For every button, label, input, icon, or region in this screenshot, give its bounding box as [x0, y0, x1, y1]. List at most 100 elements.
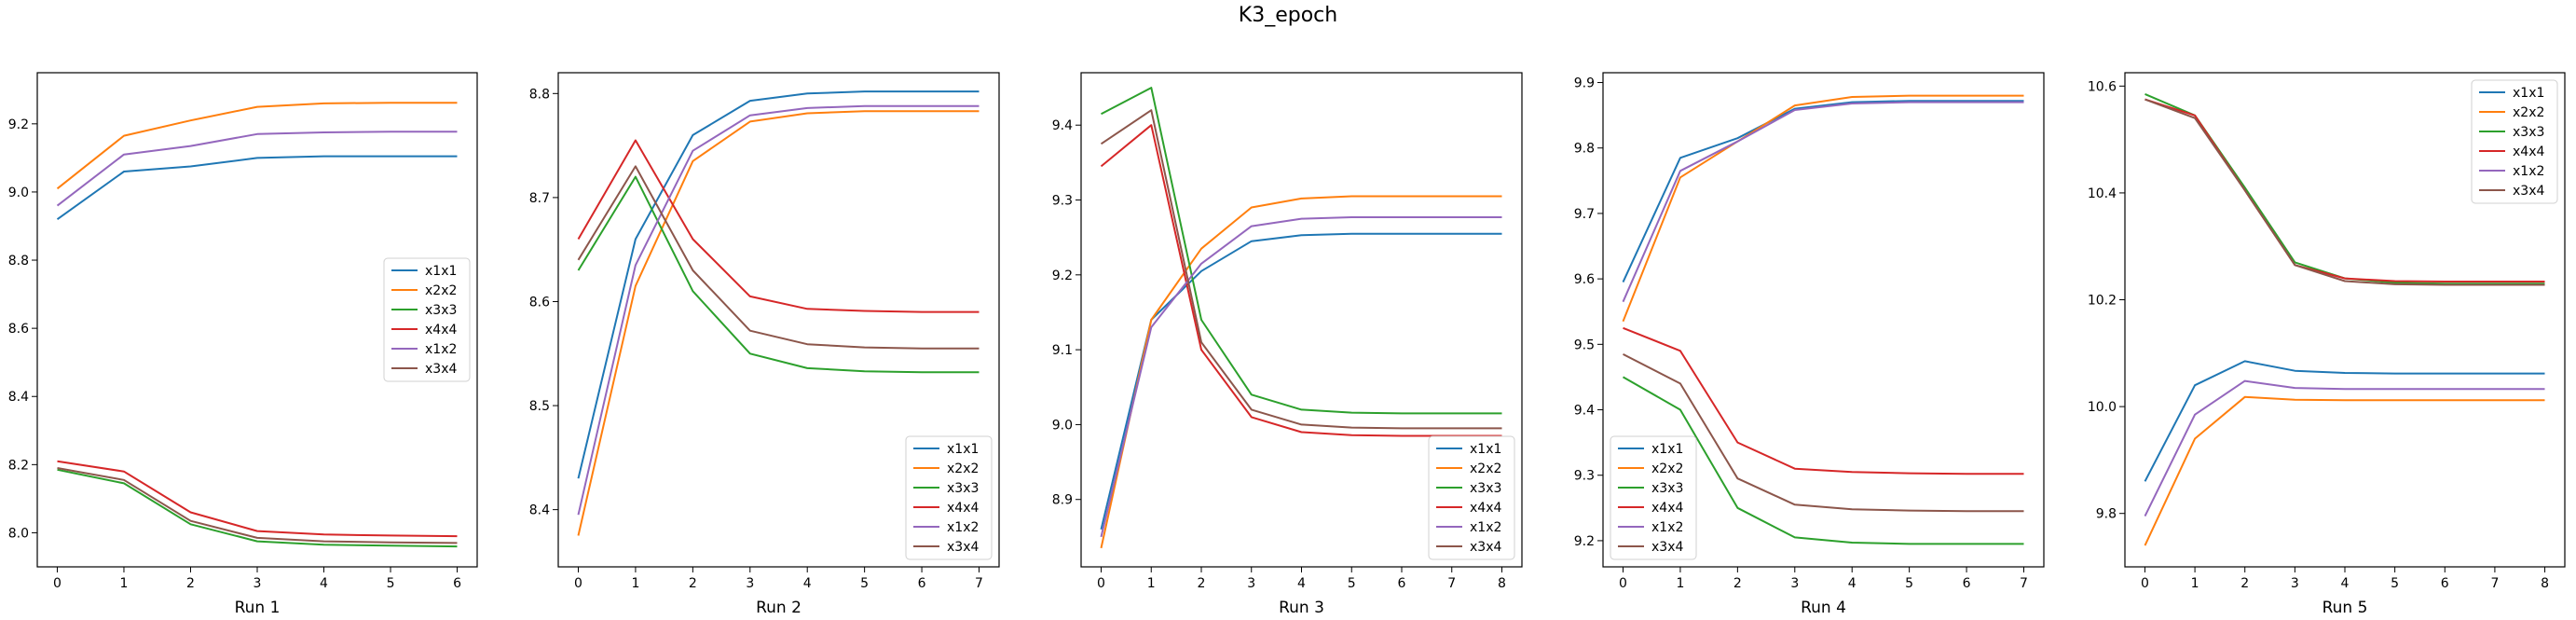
x-tick-label: 2: [689, 576, 697, 591]
x-tick-label: 6: [918, 576, 926, 591]
legend-label-x1x2: x1x2: [425, 342, 457, 357]
y-tick-label: 8.6: [529, 295, 550, 310]
legend: x1x1 x2x2 x3x3 x4x4 x1x2 x3x4: [1610, 435, 1697, 560]
series-line-x4x4: [57, 460, 458, 538]
x-tick-label: 0: [2141, 576, 2149, 591]
y-tick-label: 8.4: [8, 390, 29, 405]
y-tick-label: 9.3: [1574, 469, 1595, 484]
y-tick-label: 9.3: [1052, 194, 1073, 209]
x-axis-label: Run 4: [1801, 599, 1846, 617]
legend-label-x1x1: x1x1: [947, 442, 979, 457]
y-tick-label: 10.2: [2088, 294, 2117, 309]
x-tick-label: 5: [387, 576, 395, 591]
series-line-x1x1: [2144, 360, 2545, 482]
legend-label-x1x1: x1x1: [1470, 442, 1501, 457]
legend-label-x4x4: x4x4: [2513, 145, 2544, 159]
legend: x1x1 x2x2 x3x3 x4x4 x1x2 x3x4: [2471, 79, 2558, 204]
legend-label-x3x4: x3x4: [1651, 540, 1683, 555]
y-tick-label: 9.4: [1574, 404, 1595, 419]
series-line-x1x1: [577, 90, 980, 479]
x-axis-label: Run 5: [2323, 599, 2368, 617]
subplot-3: 0 1 2 3 4 5 6 7 8 8.9 9.0 9.1 9.2 9.3 9.4 Run 3 x1x1 x2x2…: [1052, 72, 1523, 617]
x-tick-label: 2: [1198, 576, 1206, 591]
x-tick-label: 3: [1247, 576, 1255, 591]
series-line-x1x2: [56, 131, 458, 207]
subplot-5: 0 1 2 3 4 5 6 7 8 9.8 10.0 10.2 10.4 10.6 Run 5 x1x1 x2x…: [2088, 72, 2566, 617]
x-tick-label: 7: [2490, 576, 2499, 591]
legend-label-x1x2: x1x2: [1651, 520, 1683, 535]
x-tick-label: 1: [2191, 576, 2199, 591]
legend-label-x1x2: x1x2: [2513, 164, 2544, 179]
legend: x1x1 x2x2 x3x3 x4x4 x1x2 x3x4: [383, 257, 471, 382]
x-tick-label: 4: [1297, 576, 1306, 591]
legend-label-x3x4: x3x4: [947, 540, 979, 555]
y-tick-label: 9.7: [1574, 207, 1595, 222]
series-line-x4x4: [1623, 326, 2024, 475]
y-tick-label: 10.4: [2088, 186, 2117, 201]
legend: x1x1 x2x2 x3x3 x4x4 x1x2 x3x4: [1428, 435, 1515, 560]
series-line-x3x3: [57, 468, 458, 548]
series-line-x3x4: [577, 165, 980, 350]
series-line-x2x2: [1622, 94, 2024, 323]
y-tick-label: 9.8: [2096, 507, 2117, 522]
y-tick-label: 10.0: [2088, 400, 2117, 415]
y-tick-label: 9.2: [1574, 534, 1595, 549]
y-tick-label: 10.6: [2088, 79, 2117, 94]
x-tick-label: 1: [120, 576, 129, 591]
x-tick-label: 3: [746, 576, 754, 591]
legend-label-x1x1: x1x1: [425, 264, 457, 279]
y-tick-label: 8.0: [8, 526, 29, 541]
y-tick-label: 9.2: [1052, 269, 1073, 283]
legend-label-x3x3: x3x3: [2513, 125, 2544, 140]
series-line-x2x2: [2144, 395, 2545, 546]
series-line-x3x4: [57, 467, 458, 544]
legend-label-x4x4: x4x4: [425, 323, 457, 338]
y-tick-label: 8.5: [529, 399, 550, 414]
legend-label-x2x2: x2x2: [2513, 105, 2544, 120]
legend-label-x3x3: x3x3: [1470, 481, 1501, 496]
x-tick-label: 6: [2441, 576, 2449, 591]
series-line-x3x4: [1100, 109, 1502, 430]
figure-title: K3_epoch: [1238, 4, 1338, 27]
y-tick-label: 9.8: [1574, 142, 1595, 157]
series-line-x1x2: [1622, 101, 2024, 303]
x-tick-label: 0: [53, 576, 62, 591]
x-tick-label: 5: [1905, 576, 1913, 591]
y-tick-label: 9.6: [1574, 272, 1595, 287]
legend-label-x3x4: x3x4: [2513, 184, 2544, 199]
legend-label-x3x4: x3x4: [1470, 540, 1501, 555]
legend-label-x3x3: x3x3: [947, 481, 979, 496]
y-tick-label: 9.4: [1052, 118, 1073, 133]
x-tick-label: 4: [320, 576, 328, 591]
legend-label-x2x2: x2x2: [1651, 462, 1683, 476]
x-tick-label: 6: [1398, 576, 1406, 591]
subplot-1: 0 1 2 3 4 5 6 8.0 8.2 8.4 8.6 8.8 9.0 9.2 Run 1 x1x1 x2x…: [8, 72, 478, 617]
x-tick-label: 7: [2020, 576, 2028, 591]
series-line-x3x3: [1623, 376, 2024, 545]
x-tick-label: 1: [1676, 576, 1684, 591]
subplot-4: 0 1 2 3 4 5 6 7 9.2 9.3 9.4 9.5 9.6 9.7 9.8 9.9 Run 4 x1x…: [1574, 72, 2045, 617]
legend: x1x1 x2x2 x3x3 x4x4 x1x2 x3x4: [905, 435, 993, 560]
x-tick-label: 0: [1619, 576, 1627, 591]
legend-label-x2x2: x2x2: [947, 462, 979, 476]
x-tick-label: 6: [453, 576, 461, 591]
x-tick-label: 4: [2341, 576, 2350, 591]
series-line-x1x2: [1100, 216, 1502, 538]
series-line-x3x4: [1623, 353, 2024, 513]
x-axis-label: Run 2: [756, 599, 802, 617]
x-tick-label: 1: [1147, 576, 1156, 591]
x-tick-label: 3: [1790, 576, 1799, 591]
x-axis-label: Run 1: [235, 599, 281, 617]
x-tick-label: 4: [803, 576, 812, 591]
x-tick-label: 2: [186, 576, 195, 591]
x-tick-label: 5: [2391, 576, 2399, 591]
x-tick-label: 0: [574, 576, 582, 591]
axes-frame: [1602, 72, 2045, 568]
legend-label-x1x1: x1x1: [2513, 86, 2544, 101]
series-line-x4x4: [2144, 98, 2545, 282]
legend-label-x1x2: x1x2: [1470, 520, 1501, 535]
legend-label-x1x1: x1x1: [1651, 442, 1683, 457]
series-line-x4x4: [1100, 124, 1502, 437]
x-tick-label: 2: [1733, 576, 1742, 591]
